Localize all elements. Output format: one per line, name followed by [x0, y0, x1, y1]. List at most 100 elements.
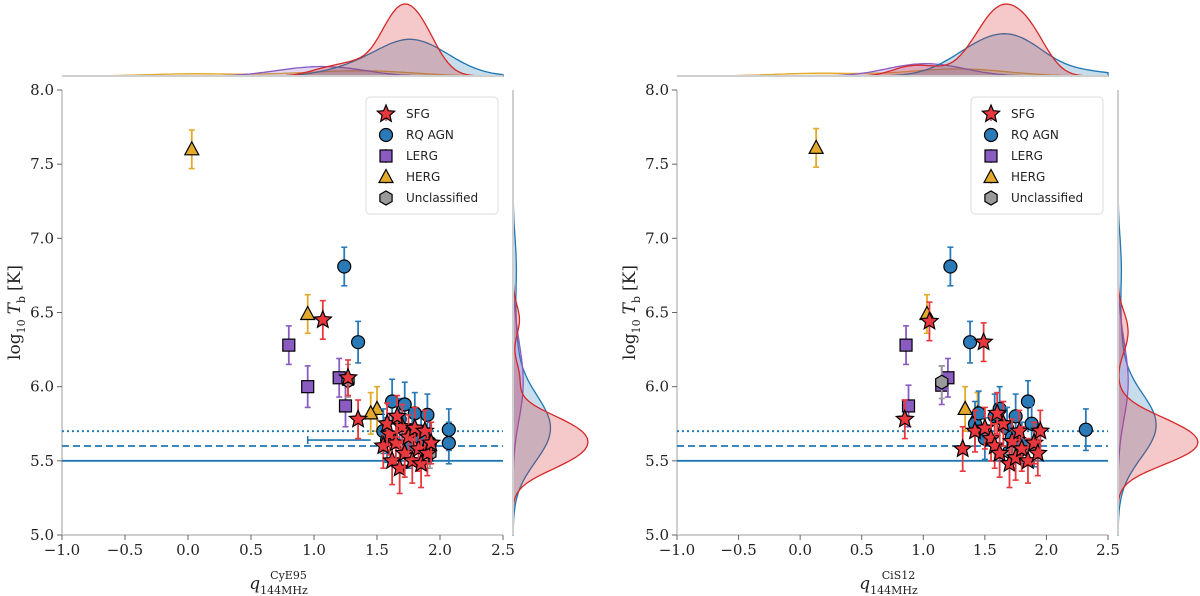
reference-lines: [677, 430, 1108, 462]
x-axis-label: q144MHz: [859, 574, 918, 596]
y-label-log: log: [620, 333, 640, 360]
data-point-sfg: [1030, 420, 1051, 440]
right-marginal-kde: [512, 90, 589, 536]
x-axis-label: q144MHz: [249, 574, 308, 596]
data-points: [183, 129, 456, 495]
data-point-sfg: [387, 405, 408, 425]
data-point-sfg: [1009, 420, 1030, 440]
top-marginal-kde: [677, 3, 1109, 77]
data-point-sfg: [919, 310, 940, 330]
legend-marker-lerg: [984, 149, 998, 163]
legend-marker-herg: [982, 168, 1000, 184]
y-label-log: log: [5, 333, 25, 360]
kde-right-sfg: [512, 90, 589, 535]
series-herg: [183, 129, 386, 435]
legend-label: SFG: [406, 107, 430, 121]
x-tick-label: −1.0: [44, 541, 80, 559]
y-tick-label: 6.5: [645, 304, 669, 322]
data-point-rq-agn: [962, 335, 978, 350]
data-point-herg: [957, 400, 974, 416]
x-label-sup: CiS12: [882, 569, 915, 582]
x-tick-label: −0.5: [107, 541, 143, 559]
x-label-sub: 144MHz: [260, 584, 308, 596]
y-label-var: T: [5, 301, 25, 314]
y-axis-label: log10 Tb [K]: [5, 265, 28, 360]
data-point-rq-agn: [441, 435, 456, 451]
x-tick-label: 1.5: [365, 541, 389, 559]
x-tick-label: 1.5: [973, 541, 997, 559]
data-point-sfg: [989, 442, 1010, 462]
x-tick-label: 0.5: [239, 541, 263, 559]
y-tick-label: 6.5: [30, 304, 54, 322]
x-tick-label: 0.0: [788, 541, 812, 559]
data-points: [808, 127, 1093, 489]
x-label-var: q: [859, 574, 870, 594]
y-tick-label: 5.5: [30, 452, 54, 470]
data-point-herg: [362, 404, 379, 420]
data-point-sfg: [973, 331, 994, 351]
legend: SFG RQ AGN LERG HERG Unclassified: [970, 96, 1104, 215]
data-point-rq-agn: [1078, 422, 1093, 437]
legend-label: HERG: [406, 170, 440, 184]
x-tick-label: −0.5: [720, 541, 756, 559]
kde-top-sfg: [677, 3, 1108, 77]
x-tick-label: 1.0: [302, 541, 326, 559]
data-point-lerg: [282, 338, 296, 352]
x-tick-label: 1.0: [911, 541, 935, 559]
legend-label: RQ AGN: [1011, 128, 1059, 142]
x-label-sub: 144MHz: [870, 584, 918, 596]
legend-marker-herg: [377, 168, 395, 184]
data-point-sfg: [952, 438, 973, 458]
legend-box: [365, 96, 499, 215]
legend-label: Unclassified: [406, 191, 478, 205]
x-label-var: q: [249, 574, 260, 594]
legend-label: RQ AGN: [406, 128, 454, 142]
axes: −1.0 −0.5 0.0 0.5 1.0 1.5 2.0 2.5 5.0 5.5 6.0 6.5 7.…: [620, 81, 1120, 596]
series-herg: [808, 127, 986, 435]
x-tick-label: 0.0: [176, 541, 200, 559]
y-tick-label: 5.0: [30, 526, 54, 544]
legend-label: SFG: [1011, 107, 1035, 121]
y-tick-label: 6.0: [645, 378, 669, 396]
legend-label: HERG: [1011, 170, 1045, 184]
y-tick-label: 5.5: [645, 452, 669, 470]
left-panel: −1.0 −0.5 0.0 0.5 1.0 1.5 2.0 2.5 5.0 5.5 6.0 6.5 7.…: [5, 3, 589, 596]
x-tick-label: 2.5: [491, 541, 515, 559]
legend: SFG RQ AGN LERG HERG Unclassified: [365, 96, 499, 215]
data-point-herg: [183, 140, 200, 156]
x-tick-label: 2.0: [1034, 541, 1058, 559]
y-tick-label: 6.0: [30, 378, 54, 396]
y-tick-label: 7.0: [30, 229, 54, 247]
data-point-unclassified: [935, 374, 949, 390]
series-sfg: [312, 299, 442, 495]
data-point-lerg: [899, 338, 913, 352]
data-point-rq-agn: [351, 335, 366, 350]
data-point-sfg: [338, 367, 359, 387]
data-point-sfg: [348, 408, 369, 428]
kde-top-sfg: [62, 3, 503, 77]
legend-marker-rq-agn: [983, 127, 999, 143]
reference-lines: [62, 430, 503, 462]
data-point-herg: [808, 139, 825, 154]
x-tick-label: 0.5: [850, 541, 874, 559]
y-tick-label: 7.5: [645, 155, 669, 173]
y-label-log-sub: 10: [630, 319, 643, 333]
y-tick-label: 8.0: [645, 81, 669, 99]
data-point-herg: [299, 305, 316, 321]
legend-box: [970, 96, 1104, 215]
legend-marker-sfg: [980, 103, 1002, 123]
kde-right-sfg: [1117, 90, 1199, 535]
legend-label: Unclassified: [1011, 191, 1083, 205]
legend-marker-rq-agn: [378, 127, 394, 143]
y-label-var-sub: b: [630, 296, 643, 303]
y-tick-label: 5.0: [645, 526, 669, 544]
legend-marker-lerg: [379, 149, 393, 163]
legend-label: LERG: [1011, 149, 1043, 163]
x-tick-label: 2.5: [1096, 541, 1120, 559]
y-tick-label: 7.5: [30, 155, 54, 173]
data-point-lerg: [301, 380, 315, 394]
legend-marker-unclassified: [379, 190, 393, 206]
data-point-rq-agn: [943, 259, 958, 274]
y-tick-label: 7.0: [645, 229, 669, 247]
